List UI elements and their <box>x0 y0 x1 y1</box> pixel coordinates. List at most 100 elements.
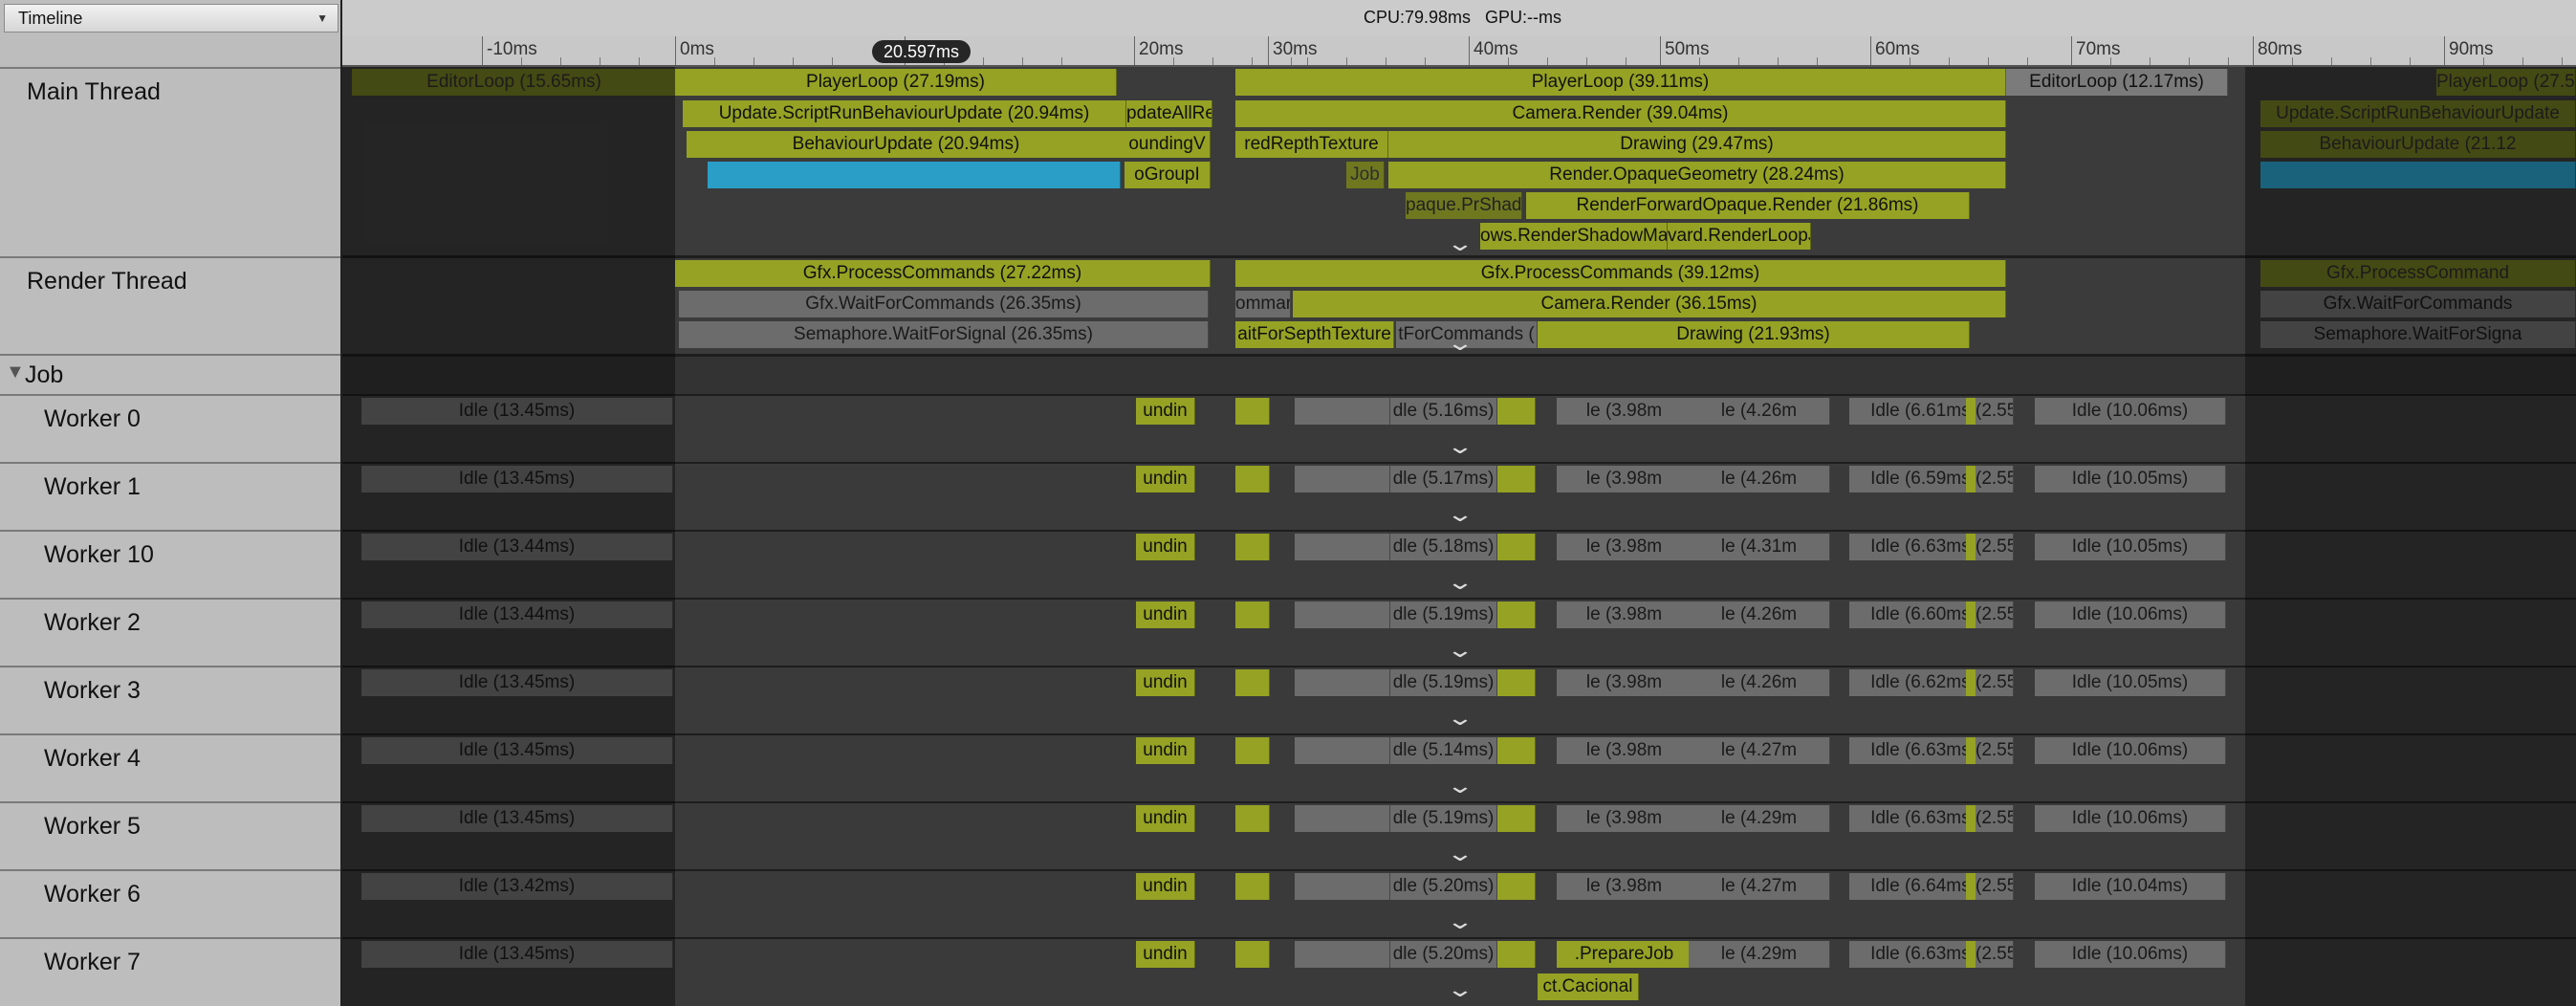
sample-job[interactable] <box>1497 737 1536 764</box>
sample-idle[interactable]: Idle (13.45ms) <box>361 805 673 832</box>
worker-label[interactable]: Worker 3 <box>0 666 340 733</box>
sample-bounding[interactable]: undin <box>1136 466 1195 492</box>
sample-job[interactable] <box>1235 805 1270 832</box>
sample-idle[interactable]: le (4.29m <box>1689 941 1830 968</box>
sample-idle[interactable]: Idle (13.45ms) <box>361 941 673 968</box>
sample-idle[interactable]: (2.55 <box>1976 466 2014 492</box>
sample-process-commands[interactable]: Gfx.ProcessCommands (39.12ms) <box>1235 260 2006 287</box>
sample-idle[interactable]: Idle (13.45ms) <box>361 669 673 696</box>
sample-depth-texture[interactable]: redRepthTexture <box>1235 131 1388 158</box>
sample-wait-for-commands[interactable]: Gfx.WaitForCommands (26.35ms) <box>679 291 1209 317</box>
main-thread-label[interactable]: Main Thread <box>0 67 340 256</box>
sample-idle[interactable]: Idle (13.42ms) <box>361 873 673 900</box>
sample-idle[interactable] <box>1295 941 1390 968</box>
sample-idle[interactable]: le (3.98m <box>1557 534 1692 560</box>
worker-label[interactable]: Worker 10 <box>0 530 340 598</box>
worker-label[interactable]: Worker 7 <box>0 937 340 1005</box>
expand-chevron-icon[interactable]: ⌄ <box>1446 502 1474 526</box>
sample-job[interactable] <box>1497 805 1536 832</box>
sample-process-commands[interactable]: Gfx.ProcessCommand <box>2260 260 2576 287</box>
worker-track[interactable]: Idle (13.44ms) undin dle (5.19ms) le (3.98m… <box>342 598 2576 666</box>
sample-command[interactable]: ommar <box>1235 291 1291 317</box>
sample-camera-render[interactable]: Camera.Render (36.15ms) <box>1293 291 2006 317</box>
expand-chevron-icon[interactable]: ⌄ <box>1446 570 1474 594</box>
worker-track[interactable]: Idle (13.42ms) undin dle (5.20ms) le (3.98m… <box>342 869 2576 937</box>
sample-idle[interactable]: (2.55 <box>1976 601 2014 628</box>
sample-idle[interactable]: le (3.98m <box>1557 873 1692 900</box>
worker-label[interactable]: Worker 6 <box>0 869 340 937</box>
sample-shadow-map[interactable]: ows.RenderShadowMap (12.4 <box>1480 223 1668 250</box>
sample-idle[interactable]: le (4.27m <box>1689 737 1830 764</box>
sample-idle[interactable]: Idle (10.04ms) <box>2035 873 2226 900</box>
sample-idle[interactable]: dle (5.20ms) <box>1390 941 1497 968</box>
sample-idle[interactable]: Idle (10.06ms) <box>2035 805 2226 832</box>
sample-job[interactable]: Job <box>1346 162 1385 188</box>
sample-idle[interactable] <box>1295 466 1390 492</box>
sample-idle[interactable]: Idle (10.06ms) <box>2035 941 2226 968</box>
sample-idle[interactable]: Idle (10.05ms) <box>2035 534 2226 560</box>
sample-camera-render[interactable]: Camera.Render (39.04ms) <box>1235 100 2006 127</box>
sample-bounding[interactable]: undin <box>1136 805 1195 832</box>
expand-chevron-icon[interactable]: ⌄ <box>1446 706 1474 730</box>
sample-job[interactable] <box>1235 466 1270 492</box>
time-cursor-readout[interactable]: 20.597ms <box>872 40 971 63</box>
sample-idle[interactable]: le (4.26m <box>1689 398 1830 425</box>
worker-track[interactable]: Idle (13.44ms) undin dle (5.18ms) le (3.98m… <box>342 530 2576 598</box>
job-group-toggle[interactable]: ▼ Job <box>0 354 340 394</box>
sample-idle[interactable]: le (3.98m <box>1557 805 1692 832</box>
worker-track[interactable]: Idle (13.45ms) undin dle (5.19ms) le (3.98m… <box>342 801 2576 869</box>
sample-drawing[interactable]: Drawing (29.47ms) <box>1388 131 2006 158</box>
sample-idle[interactable]: dle (5.19ms) <box>1390 805 1497 832</box>
sample-bounding[interactable]: undin <box>1136 398 1195 425</box>
sample-wait-for[interactable]: tForCommands ( <box>1396 321 1538 348</box>
sample-idle[interactable]: dle (5.14ms) <box>1390 737 1497 764</box>
sample-idle[interactable]: Idle (13.44ms) <box>361 534 673 560</box>
sample-job[interactable] <box>1235 398 1270 425</box>
sample-playerloop[interactable]: PlayerLoop (39.11ms) <box>1235 69 2006 96</box>
sample-forward-opaque[interactable]: RenderForwardOpaque.Render (21.86ms) <box>1526 192 1970 219</box>
sample-bounding[interactable]: undin <box>1136 534 1195 560</box>
sample-idle[interactable]: (2.55 <box>1976 669 2014 696</box>
worker-track[interactable]: Idle (13.45ms) undin dle (5.19ms) le (3.98m… <box>342 666 2576 733</box>
render-thread-track[interactable]: Gfx.ProcessCommands (27.22ms) Gfx.Proces… <box>342 258 2576 355</box>
sample-idle[interactable]: dle (5.16ms) <box>1390 398 1497 425</box>
sample-job[interactable] <box>1235 601 1270 628</box>
worker-track[interactable]: Idle (13.45ms) undin dle (5.14ms) le (3.98m… <box>342 733 2576 801</box>
sample-idle[interactable]: (2.55 <box>1976 873 2014 900</box>
sample-idle[interactable]: le (3.98m <box>1557 669 1692 696</box>
sample-bounding[interactable]: undin <box>1136 737 1195 764</box>
worker-track[interactable]: Idle (13.45ms) undin dle (5.16ms) le (3.98m… <box>342 394 2576 462</box>
sample-idle[interactable]: Idle (10.06ms) <box>2035 398 2226 425</box>
sample-job[interactable] <box>1497 941 1536 968</box>
sample-wait-for-commands[interactable]: Gfx.WaitForCommands <box>2260 291 2576 317</box>
sample-idle[interactable] <box>1295 398 1390 425</box>
worker-track[interactable]: Idle (13.45ms) undin dle (5.20ms) .PrepareJ… <box>342 937 2576 1005</box>
sample-idle[interactable]: (2.55 <box>1976 534 2014 560</box>
sample-idle[interactable]: le (4.31m <box>1689 534 1830 560</box>
sample-idle[interactable]: le (3.98m <box>1557 466 1692 492</box>
expand-chevron-icon[interactable]: ⌄ <box>1446 842 1474 865</box>
sample-job[interactable] <box>1497 601 1536 628</box>
worker-label[interactable]: Worker 0 <box>0 394 340 462</box>
sample-idle[interactable]: dle (5.18ms) <box>1390 534 1497 560</box>
sample-script-update[interactable]: Update.ScriptRunBehaviourUpdate (20.94ms… <box>683 100 1126 127</box>
sample-bounding[interactable]: undin <box>1136 601 1195 628</box>
sample-semaphore-wait[interactable]: Semaphore.WaitForSigna <box>2260 321 2576 348</box>
worker-label[interactable]: Worker 5 <box>0 801 340 869</box>
sample-editorloop[interactable]: EditorLoop (12.17ms) <box>2006 69 2228 96</box>
sample-process-commands[interactable]: Gfx.ProcessCommands (27.22ms) <box>675 260 1211 287</box>
sample-idle[interactable]: Idle (10.06ms) <box>2035 737 2226 764</box>
worker-track[interactable]: Idle (13.45ms) undin dle (5.17ms) le (3.98m… <box>342 462 2576 530</box>
sample-idle[interactable]: (2.55 <box>1976 805 2014 832</box>
sample-idle[interactable]: (2.55 <box>1976 737 2014 764</box>
sample-idle[interactable] <box>1295 805 1390 832</box>
expand-chevron-icon[interactable]: ⌄ <box>1446 909 1474 933</box>
sample-idle[interactable]: Idle (10.05ms) <box>2035 669 2226 696</box>
expand-chevron-icon[interactable]: ⌄ <box>1446 774 1474 798</box>
sample-idle[interactable] <box>1295 601 1390 628</box>
sample-idle[interactable]: dle (5.19ms) <box>1390 669 1497 696</box>
sample-script-update[interactable]: Update.ScriptRunBehaviourUpdate <box>2260 100 2576 127</box>
sample-job[interactable] <box>1497 669 1536 696</box>
worker-label[interactable]: Worker 2 <box>0 598 340 666</box>
sample-idle[interactable]: (2.55 <box>1976 941 2014 968</box>
